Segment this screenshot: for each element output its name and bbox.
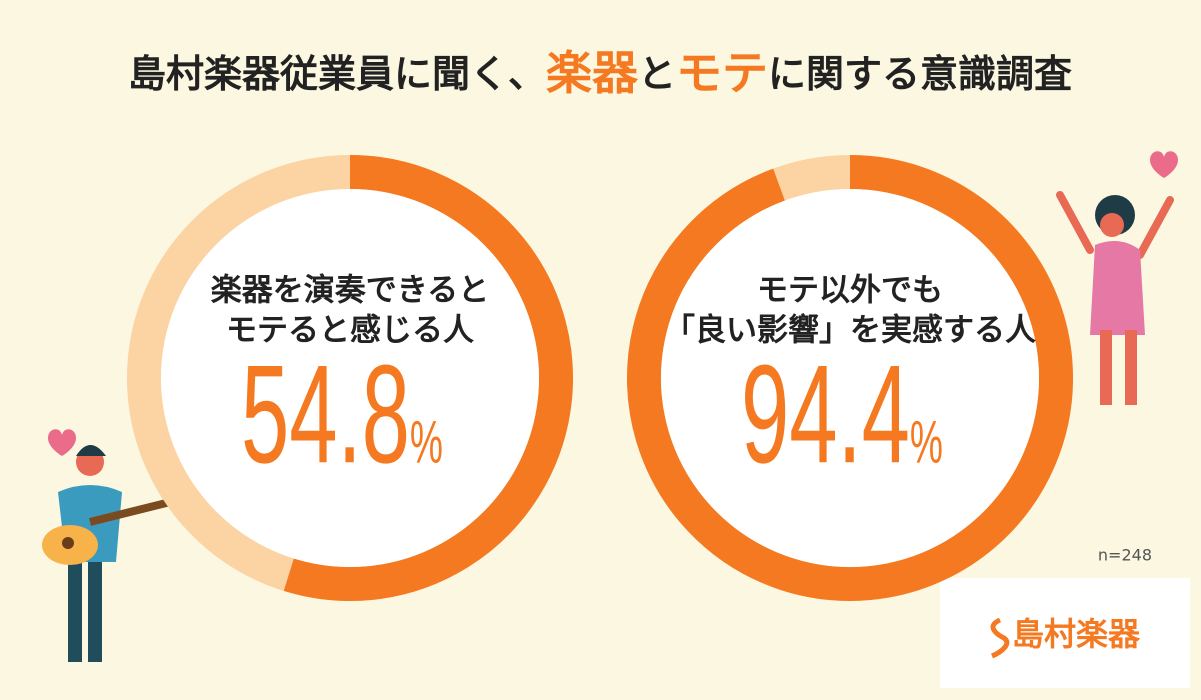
donut-label: 「良い影響」を実感する人: [664, 313, 1036, 349]
title-part: 楽器: [546, 46, 639, 100]
donut-hole: [161, 189, 539, 567]
title-part: 島村楽器従業員に聞く、: [128, 52, 546, 96]
value-number: 94.4: [741, 336, 910, 492]
title: 島村楽器従業員に聞く、楽器とモテに関する意識調査: [128, 46, 1072, 100]
title-part: に関する意識調査: [768, 52, 1072, 96]
donut-label: 楽器を演奏できると: [211, 273, 489, 309]
illustration-dancer: [1056, 151, 1178, 405]
value-label: 54.8%: [241, 336, 443, 492]
title-part: と: [638, 52, 676, 96]
value-unit: %: [910, 409, 943, 476]
value-group: 94.4%: [741, 336, 943, 492]
donut-label: モテると感じる人: [226, 313, 474, 349]
donut-arc: [627, 155, 1073, 601]
donut-arc: [283, 155, 573, 601]
title-part: モテ: [676, 46, 768, 100]
logo-box: 島村楽器: [940, 578, 1190, 688]
illustration-guitarist: [42, 429, 179, 662]
donut-label: モテ以外でも: [757, 273, 943, 309]
value-number: 54.8: [241, 336, 410, 492]
donut-hole: [661, 189, 1039, 567]
value-unit: %: [410, 409, 443, 476]
sample-size: n=248: [1098, 546, 1152, 565]
logo-text: 島村楽器: [1012, 615, 1141, 653]
value-label: 94.4%: [741, 336, 943, 492]
value-group: 54.8%: [241, 336, 443, 492]
